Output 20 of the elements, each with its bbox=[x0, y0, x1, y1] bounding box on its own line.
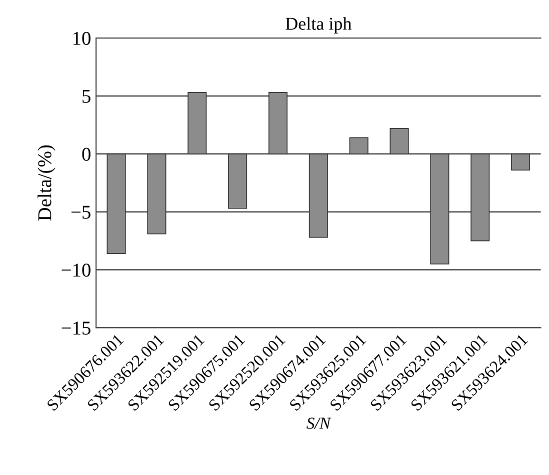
bar bbox=[228, 153, 248, 209]
bar bbox=[147, 153, 166, 234]
y-axis-title: Delta/(%) bbox=[38, 145, 56, 221]
y-tick-label: −5 bbox=[71, 206, 90, 219]
y-tick-label: 5 bbox=[82, 90, 90, 103]
bar bbox=[268, 92, 288, 154]
chart-title: Delta iph bbox=[286, 17, 352, 34]
y-tick-label: 10 bbox=[73, 32, 90, 45]
bar bbox=[430, 153, 450, 264]
bar bbox=[349, 137, 368, 154]
bar bbox=[106, 153, 126, 254]
y-tick-label: 0 bbox=[82, 148, 90, 161]
bar bbox=[390, 128, 409, 154]
y-tick-label: −10 bbox=[62, 264, 90, 277]
bar bbox=[308, 153, 328, 238]
x-axis-title: S/N bbox=[306, 418, 332, 429]
y-tick-label: −15 bbox=[62, 322, 90, 335]
bar bbox=[511, 153, 530, 171]
bar bbox=[188, 92, 207, 154]
bar bbox=[470, 153, 490, 242]
